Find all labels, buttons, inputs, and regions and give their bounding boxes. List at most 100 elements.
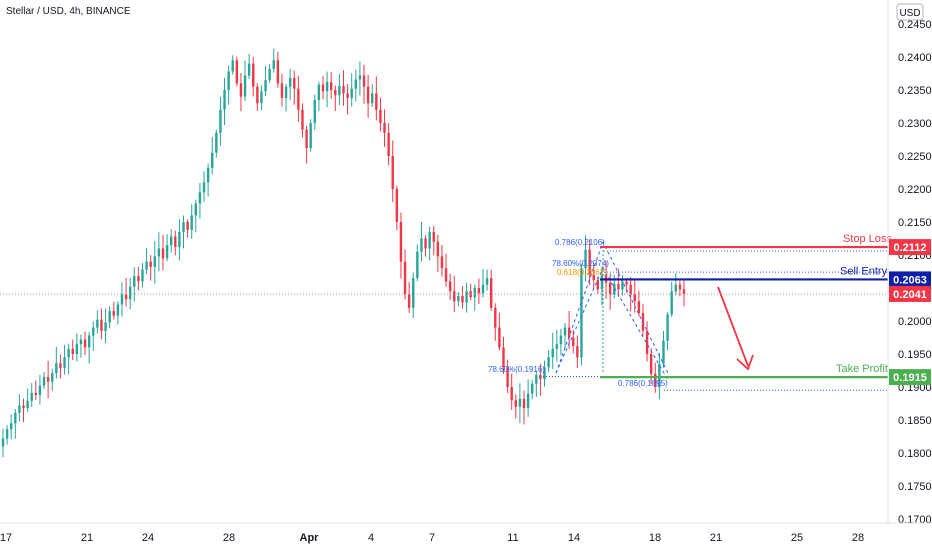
candles-layer [1, 48, 686, 458]
fib-level-label: 0.786(0.1895) [618, 379, 668, 388]
candle-body [297, 88, 300, 110]
candle-body [293, 78, 296, 89]
fib-level-label: 78.60%(0.1916) [488, 365, 545, 374]
candle-body [518, 398, 522, 407]
candle-body [157, 248, 161, 257]
candle-body [416, 251, 419, 279]
candle-body [522, 398, 526, 409]
candle-body [407, 294, 411, 308]
candle-body [453, 291, 456, 302]
x-tick-label: 25 [791, 532, 803, 544]
x-tick-label: 28 [852, 532, 864, 544]
candle-body [584, 249, 587, 269]
candle-body [38, 385, 42, 395]
candle-body [489, 278, 493, 308]
candle-body [596, 280, 600, 290]
candle-body [502, 347, 505, 368]
candle-body [420, 238, 423, 252]
candle-body [678, 284, 682, 290]
fib-level-label: 0.618(0.2062) [557, 268, 607, 277]
candle-body [202, 182, 206, 193]
candle-body [666, 314, 669, 341]
candle-body [243, 75, 247, 97]
candle-body [100, 319, 103, 331]
candle-body [284, 86, 288, 98]
time-axis[interactable]: 17 21 24 28 Apr 4 7 11 14 18 21 25 28 [0, 522, 932, 544]
candle-body [428, 231, 431, 249]
candle-body [473, 288, 476, 298]
candle-body [592, 274, 595, 281]
candle-body [161, 248, 165, 259]
candle-body [96, 319, 99, 328]
y-tick-label: 0.1800 [898, 448, 932, 460]
candle-body [288, 78, 292, 87]
candle-body [432, 231, 435, 242]
candle-body [457, 295, 460, 302]
sell-entry-label: Sell Entry [840, 265, 888, 277]
price-axis[interactable]: 0.17000.17500.18000.18500.19000.19500.20… [887, 0, 932, 526]
candle-body [190, 215, 193, 230]
candle-body [153, 256, 156, 267]
candle-body [621, 281, 624, 290]
candle-body [75, 344, 79, 354]
stop-loss-badge-text: 0.2112 [893, 242, 926, 254]
candle-body [51, 373, 54, 382]
candle-body [182, 222, 185, 232]
current-price-badge-text: 0.2041 [893, 289, 927, 301]
candle-body [313, 99, 316, 123]
candle-body [215, 132, 218, 153]
y-tick-label: 0.2250 [898, 151, 932, 163]
candle-body [371, 93, 374, 104]
candle-body [42, 377, 46, 386]
y-tick-label: 0.1750 [898, 481, 932, 493]
sell-entry-badge-text: 0.2063 [893, 274, 927, 286]
currency-button[interactable] [896, 3, 924, 21]
candle-body [346, 93, 349, 98]
candle-body [46, 377, 50, 382]
candle-body [108, 311, 111, 323]
candle-body [18, 405, 21, 413]
y-tick-label: 0.2300 [898, 118, 932, 130]
candle-body [55, 363, 58, 374]
candle-body [600, 274, 604, 290]
candle-body [461, 295, 464, 303]
candle-body [219, 109, 222, 133]
candle-body [149, 261, 152, 267]
candle-body [128, 286, 132, 300]
take-profit-label: Take Profit [836, 363, 888, 375]
candle-body [498, 327, 501, 348]
candle-body [649, 354, 653, 374]
candle-body [133, 276, 136, 287]
candle-body [223, 90, 226, 110]
candle-body [625, 281, 628, 285]
candle-body [252, 63, 255, 87]
currency-label: USD [899, 8, 920, 19]
candle-body [276, 60, 280, 84]
candle-body [235, 60, 239, 84]
candle-body [354, 79, 358, 89]
candle-body [375, 93, 378, 110]
candle-body [613, 284, 616, 295]
candle-body [465, 291, 468, 303]
candle-body [264, 80, 267, 92]
candle-body [637, 301, 641, 314]
candle-body [391, 156, 394, 189]
take-profit-badge-text: 0.1915 [893, 372, 927, 384]
x-tick-label: 14 [568, 532, 580, 544]
candle-body [174, 236, 177, 248]
x-tick-label: Apr [300, 532, 320, 544]
candle-body [633, 294, 636, 302]
trade-setup-overlay: 0.786(0.2106) 78.60%(0.2074)0.618(0.2062)… [0, 233, 892, 391]
candle-body [325, 82, 329, 92]
candle-body [116, 304, 120, 316]
candle-body [387, 132, 390, 156]
candle-body [629, 284, 632, 295]
candle-body [211, 152, 214, 168]
candle-body [272, 60, 275, 69]
candle-body [588, 249, 591, 275]
candle-body [165, 245, 169, 259]
candle-body [227, 71, 230, 90]
x-tick-label: 28 [223, 532, 235, 544]
candle-body [14, 412, 17, 424]
